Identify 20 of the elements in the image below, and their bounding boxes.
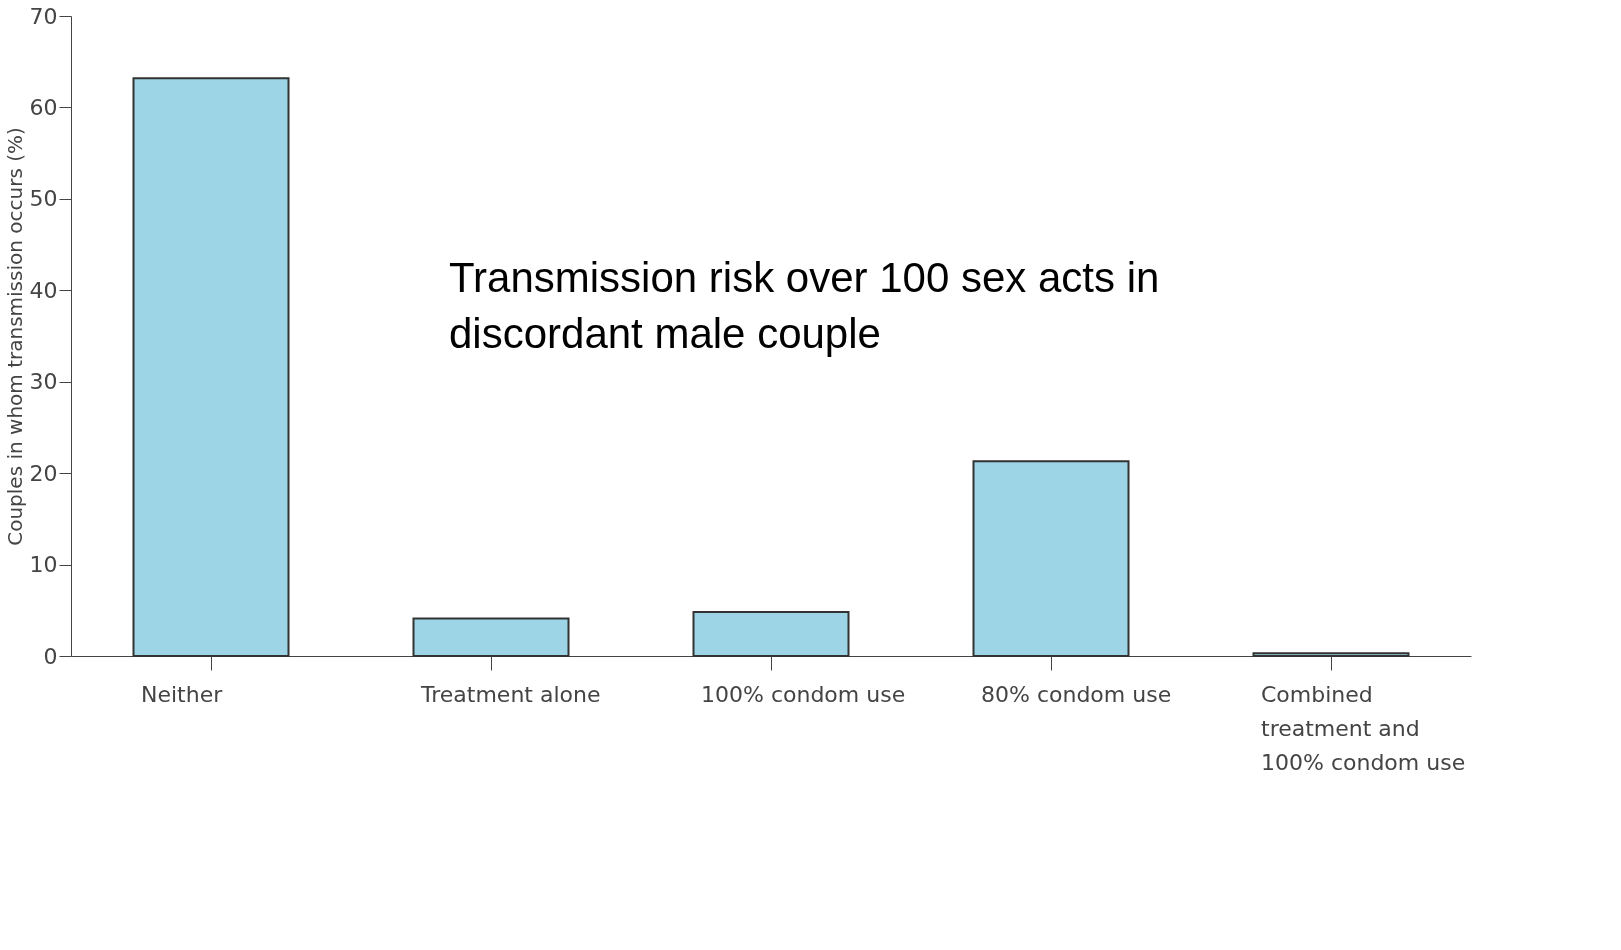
x-tick-label: Treatment alone — [420, 681, 601, 707]
bar — [692, 611, 850, 657]
bar — [132, 77, 290, 657]
bar — [1252, 652, 1410, 657]
bar — [412, 617, 570, 657]
y-tick-label: 50 — [29, 186, 58, 212]
y-tick-label: 60 — [29, 94, 58, 120]
annotation: Transmission risk over 100 sex acts in discordant male couple — [449, 254, 1160, 358]
x-tick-label: Neither — [141, 681, 224, 707]
x-tick-label: 100% condom use — [701, 681, 906, 707]
y-tick-label: 0 — [43, 643, 58, 669]
y-tick-label: 40 — [29, 277, 58, 303]
x-tick-label: 80% condom use — [981, 681, 1172, 707]
y-axis-title: Couples in whom transmission occurs (%) — [2, 127, 27, 546]
y-tick-label: 70 — [29, 3, 58, 29]
bar — [972, 460, 1130, 657]
y-tick-label: 30 — [29, 369, 58, 395]
y-tick-label: 10 — [29, 552, 58, 578]
x-tick-label: Combined treatment and 100% condom use — [1261, 681, 1466, 775]
y-tick-label: 20 — [29, 460, 58, 486]
